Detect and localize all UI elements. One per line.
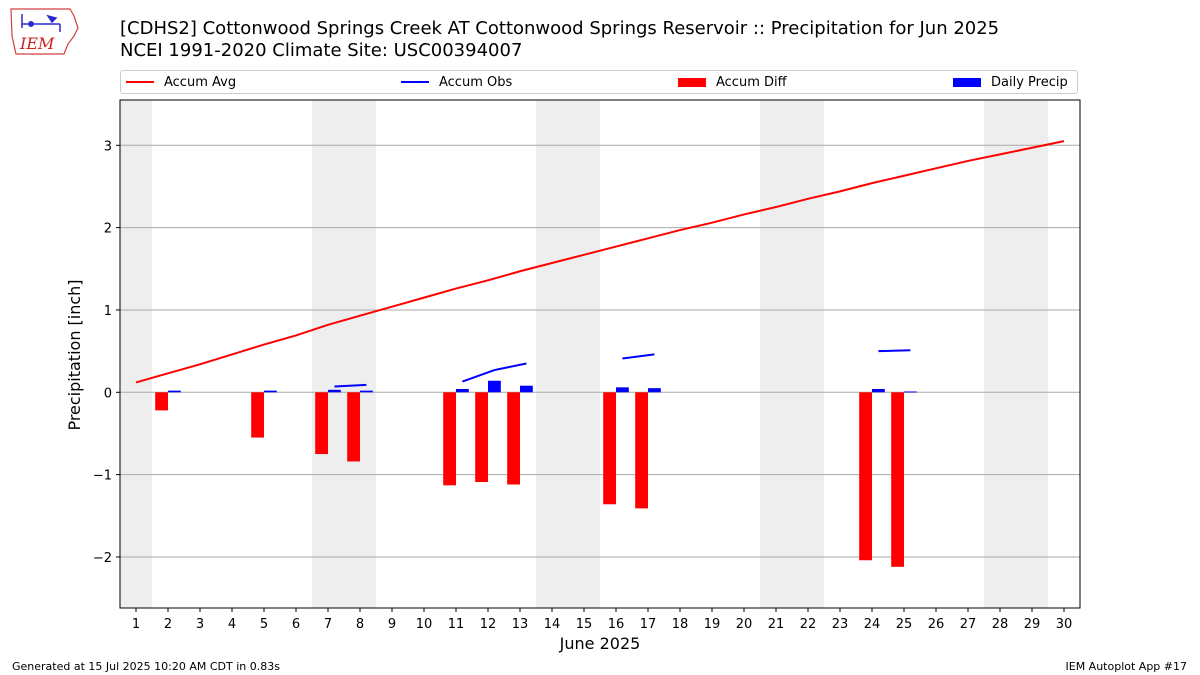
accum-diff-bar-16 bbox=[603, 392, 616, 505]
x-tick-label: 8 bbox=[356, 617, 364, 632]
accum-diff-bar-17 bbox=[635, 392, 648, 509]
daily-precip-bar-11 bbox=[456, 388, 469, 393]
x-tick-label: 18 bbox=[672, 617, 689, 632]
x-tick-label: 3 bbox=[196, 617, 204, 632]
weekend-shade-2 bbox=[536, 100, 600, 608]
legend-label-accum-diff: Accum Diff bbox=[716, 74, 787, 90]
x-tick-label: 9 bbox=[388, 617, 396, 632]
generated-note: Generated at 15 Jul 2025 10:20 AM CDT in… bbox=[12, 660, 280, 673]
accum-diff-bar-8 bbox=[347, 392, 360, 462]
x-tick-label: 12 bbox=[480, 617, 497, 632]
accum-avg-line bbox=[135, 140, 1065, 384]
y-tick-label: −1 bbox=[93, 469, 112, 484]
weekend-shade-1 bbox=[312, 100, 376, 608]
legend-label-daily-precip: Daily Precip bbox=[991, 74, 1068, 90]
chart-subtitle: NCEI 1991-2020 Climate Site: USC00394007 bbox=[120, 40, 523, 61]
iowa-outline-icon bbox=[10, 8, 79, 55]
legend-item-accum-avg: Accum Avg bbox=[126, 71, 236, 93]
x-tick-label: 29 bbox=[1024, 617, 1041, 632]
x-tick-label: 22 bbox=[800, 617, 817, 632]
daily-precip-bar-17 bbox=[648, 388, 661, 393]
x-tick-label: 14 bbox=[544, 617, 561, 632]
daily-precip-bar-7 bbox=[328, 389, 341, 393]
daily-precip-bar-2 bbox=[168, 390, 181, 393]
iem-logo: IEM bbox=[10, 8, 79, 55]
daily-precip-bar-13 bbox=[520, 385, 533, 393]
x-tick-label: 21 bbox=[768, 617, 785, 632]
legend-label-accum-avg: Accum Avg bbox=[164, 74, 237, 90]
accum-diff-bar-13 bbox=[507, 392, 520, 485]
x-tick-label: 19 bbox=[704, 617, 721, 632]
app-note: IEM Autoplot App #17 bbox=[1065, 660, 1188, 673]
x-tick-label: 2 bbox=[164, 617, 172, 632]
logo-text: IEM bbox=[19, 34, 55, 53]
x-tick-label: 23 bbox=[832, 617, 849, 632]
accum-diff-bar-24 bbox=[859, 392, 872, 561]
plot-frame bbox=[119, 99, 1081, 609]
x-tick-label: 7 bbox=[324, 617, 332, 632]
daily-precip-bar-5 bbox=[264, 390, 277, 393]
accum-obs-line-3 bbox=[878, 349, 911, 353]
accum-diff-bar-12 bbox=[475, 392, 488, 483]
daily-precip-bar-8 bbox=[360, 390, 373, 393]
legend: Accum Avg Accum Obs Accum Diff Daily Pre… bbox=[120, 70, 1078, 94]
x-tick-label: 1 bbox=[132, 617, 140, 632]
x-tick-label: 10 bbox=[416, 617, 433, 632]
x-tick-label: 13 bbox=[512, 617, 529, 632]
x-tick-label: 25 bbox=[896, 617, 913, 632]
x-tick-label: 15 bbox=[576, 617, 593, 632]
legend-swatch-daily-precip bbox=[953, 77, 981, 87]
legend-swatch-accum-avg bbox=[126, 81, 154, 83]
legend-item-accum-obs: Accum Obs bbox=[401, 71, 512, 93]
y-axis-label: Precipitation [inch] bbox=[65, 279, 84, 430]
legend-item-daily-precip: Daily Precip bbox=[953, 71, 1068, 93]
x-tick-label: 6 bbox=[292, 617, 300, 632]
daily-precip-bar-25 bbox=[904, 391, 917, 393]
accum-diff-bar-25 bbox=[891, 392, 904, 567]
accum-diff-bar-2 bbox=[155, 392, 168, 411]
y-tick-label: 0 bbox=[104, 386, 112, 401]
legend-swatch-accum-diff bbox=[678, 77, 706, 87]
x-axis-label: June 2025 bbox=[559, 634, 641, 653]
x-tick-label: 11 bbox=[448, 617, 465, 632]
x-tick-label: 27 bbox=[960, 617, 977, 632]
x-tick-label: 17 bbox=[640, 617, 657, 632]
accum-diff-bar-11 bbox=[443, 392, 456, 486]
daily-precip-bar-12 bbox=[488, 380, 501, 393]
legend-item-accum-diff: Accum Diff bbox=[678, 71, 787, 93]
y-tick-label: 2 bbox=[104, 222, 112, 237]
daily-precip-bar-16 bbox=[616, 387, 629, 393]
x-tick-label: 24 bbox=[864, 617, 881, 632]
x-tick-label: 30 bbox=[1056, 617, 1073, 632]
x-tick-label: 28 bbox=[992, 617, 1009, 632]
accum-obs-line-2 bbox=[622, 353, 655, 360]
x-tick-label: 5 bbox=[260, 617, 268, 632]
x-tick-label: 4 bbox=[228, 617, 236, 632]
weekend-shade-0 bbox=[120, 100, 152, 608]
y-tick-label: 3 bbox=[104, 139, 112, 154]
legend-label-accum-obs: Accum Obs bbox=[439, 74, 513, 90]
x-tick-label: 20 bbox=[736, 617, 753, 632]
accum-obs-line-1 bbox=[462, 362, 527, 383]
weather-station-icon bbox=[21, 14, 61, 32]
chart-title: [CDHS2] Cottonwood Springs Creek AT Cott… bbox=[120, 18, 1000, 39]
accum-diff-bar-7 bbox=[315, 392, 328, 455]
accum-obs-line-0 bbox=[334, 383, 367, 388]
accum-diff-bar-5 bbox=[251, 392, 264, 438]
weekend-shade-4 bbox=[984, 100, 1048, 608]
y-tick-label: 1 bbox=[104, 304, 112, 319]
weekend-shade-3 bbox=[760, 100, 824, 608]
y-tick-label: −2 bbox=[93, 551, 112, 566]
legend-swatch-accum-obs bbox=[401, 81, 429, 83]
daily-precip-bar-24 bbox=[872, 388, 885, 393]
x-tick-label: 16 bbox=[608, 617, 625, 632]
x-tick-label: 26 bbox=[928, 617, 945, 632]
